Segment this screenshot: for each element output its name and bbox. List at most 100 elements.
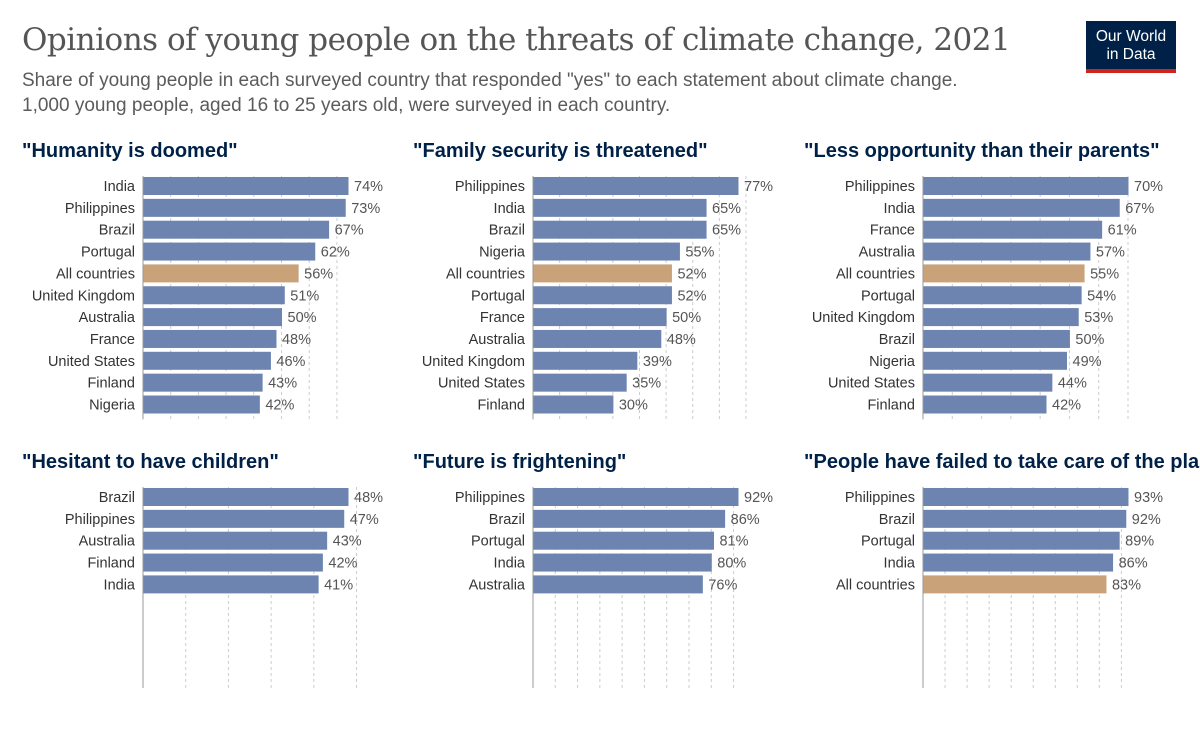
bar[interactable] [923,177,1129,195]
bar[interactable] [923,242,1091,261]
bar[interactable] [143,531,328,550]
value-label: 89% [1125,534,1154,550]
category-label: Finland [87,556,135,572]
bar[interactable] [923,395,1047,414]
bar[interactable] [533,395,614,414]
value-label: 46% [276,354,305,370]
value-label: 65% [712,223,741,239]
category-label: Brazil [99,223,135,239]
bar[interactable] [923,509,1127,528]
value-label: 55% [1090,266,1119,282]
value-label: 93% [1134,490,1163,506]
bar-chart: Philippines 92% Brazil 86% Portugal 81% India 8… [455,487,773,688]
bar[interactable] [143,177,349,195]
bar[interactable] [533,509,726,528]
bar[interactable] [533,242,680,261]
category-label: Nigeria [479,245,526,261]
category-label: United States [438,376,525,392]
category-label: Brazil [99,490,135,506]
category-label: Philippines [845,490,915,506]
bar[interactable] [533,329,662,348]
value-label: 67% [1125,201,1154,217]
bar[interactable] [143,242,316,261]
category-label: Brazil [879,512,915,528]
bar[interactable] [143,395,260,414]
bar[interactable] [533,553,712,572]
bar[interactable] [923,575,1107,594]
bar[interactable] [533,220,707,239]
bar[interactable] [923,488,1129,506]
value-label: 47% [350,512,379,528]
category-label: India [494,556,526,572]
bar[interactable] [923,286,1082,305]
panel-title: "Humanity is doomed" [22,140,238,162]
category-label: India [884,556,916,572]
bar[interactable] [923,373,1053,392]
category-label: Finland [87,376,135,392]
panel-title: "Future is frightening" [413,451,627,473]
category-label: Portugal [81,245,135,261]
category-label: Philippines [455,179,525,195]
bar[interactable] [923,220,1103,239]
category-label: United States [828,376,915,392]
bar[interactable] [533,575,703,594]
category-label: United Kingdom [32,288,135,304]
owid-logo[interactable]: Our World in Data [1086,21,1176,73]
bar[interactable] [143,329,277,348]
value-label: 74% [354,179,383,195]
category-label: All countries [56,266,135,282]
value-label: 54% [1087,288,1116,304]
value-label: 43% [268,376,297,392]
bar[interactable] [533,488,739,506]
bar[interactable] [533,198,707,217]
bar[interactable] [143,286,285,305]
bar[interactable] [143,575,319,594]
category-label: Portugal [471,534,525,550]
bar[interactable] [533,531,714,550]
category-label: Finland [867,398,915,414]
value-label: 81% [719,534,748,550]
category-label: United Kingdom [422,354,525,370]
bar[interactable] [143,351,271,370]
bar[interactable] [533,351,638,370]
category-label: Australia [469,332,526,348]
value-label: 50% [1075,332,1104,348]
bar[interactable] [533,373,627,392]
bar[interactable] [143,553,323,572]
value-label: 43% [333,534,362,550]
bar-chart: Philippines 70% India 67% France 61% Australia… [812,176,1163,420]
value-label: 70% [1134,179,1163,195]
category-label: Nigeria [869,354,916,370]
bar[interactable] [923,264,1085,283]
value-label: 83% [1112,577,1141,593]
category-label: Philippines [65,512,135,528]
bar-chart: Brazil 48% Philippines 47% Australia 43% Finla… [65,487,383,688]
value-label: 42% [328,556,357,572]
bar[interactable] [143,308,283,327]
value-label: 73% [351,201,380,217]
bar[interactable] [143,488,349,506]
bar[interactable] [533,286,672,305]
bar[interactable] [923,198,1120,217]
bar[interactable] [143,509,345,528]
category-label: United States [48,354,135,370]
bar[interactable] [533,308,667,327]
value-label: 67% [335,223,364,239]
bar[interactable] [923,553,1114,572]
value-label: 92% [744,490,773,506]
bar[interactable] [143,373,263,392]
bar[interactable] [143,264,299,283]
bar[interactable] [143,220,330,239]
value-label: 76% [708,577,737,593]
value-label: 57% [1096,245,1125,261]
bar[interactable] [923,531,1120,550]
bar[interactable] [533,177,739,195]
panel-title: "Less opportunity than their parents" [804,140,1160,162]
bar[interactable] [923,308,1079,327]
bar[interactable] [923,351,1068,370]
bar[interactable] [923,329,1070,348]
value-label: 86% [1119,556,1148,572]
category-label: Brazil [489,512,525,528]
bar[interactable] [143,198,346,217]
bar[interactable] [533,264,672,283]
